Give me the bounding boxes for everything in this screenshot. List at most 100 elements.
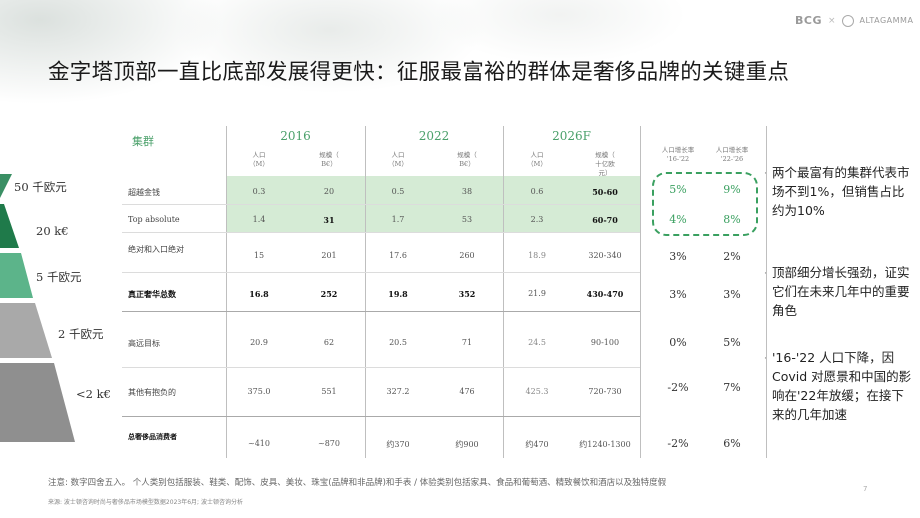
cell: 1.4 bbox=[252, 215, 266, 224]
growth-value: 4% bbox=[669, 213, 687, 226]
subheader-size: 规模（ B€） bbox=[319, 151, 339, 168]
growth-value: 3% bbox=[669, 250, 687, 263]
page-title: 金字塔顶部一直比底部发展得更快：征服最富裕的群体是奢侈品牌的关键重点 bbox=[48, 60, 790, 85]
source-note: 来源: 波士顿咨询时尚与奢侈品市场模型数据2023年6月; 波士顿咨询分析 bbox=[48, 499, 243, 506]
pyramid-label-5: <2 k€ bbox=[76, 387, 111, 401]
cell: 18.9 bbox=[528, 251, 546, 260]
subheader-pop: 人口 （M） bbox=[527, 151, 547, 168]
row-divider bbox=[122, 416, 640, 417]
cell: 375.0 bbox=[247, 387, 271, 396]
cell: 24.5 bbox=[528, 338, 546, 347]
divider bbox=[365, 126, 366, 458]
row-divider bbox=[122, 272, 640, 273]
row-label: 其他有抱负的 bbox=[128, 388, 176, 397]
footnote: 注意: 数字四舍五入。 个人类别包括服装、鞋类、配饰、皮具、美妆、珠宝(品牌和非… bbox=[48, 478, 667, 488]
cell: 19.8 bbox=[388, 289, 408, 299]
cell: 720-730 bbox=[588, 387, 622, 396]
divider bbox=[640, 126, 641, 458]
growth-value: 9% bbox=[723, 183, 741, 196]
row-divider bbox=[122, 311, 640, 312]
cell: ~410 bbox=[248, 439, 270, 448]
altagamma-logo: ALTAGAMMA bbox=[859, 16, 914, 25]
insight-text: 顶部细分增长强劲，证实它们在未来几年中的重要角色 bbox=[772, 265, 910, 318]
cell: 20 bbox=[323, 187, 335, 196]
cell: 20.9 bbox=[250, 338, 268, 347]
subheader-pop: 人口 （M） bbox=[388, 151, 408, 168]
bullet-icon: · bbox=[764, 354, 767, 364]
cell: 425.3 bbox=[525, 387, 549, 396]
pyramid-label-3: 5 千欧元 bbox=[36, 270, 82, 284]
cluster-header: 集群 bbox=[132, 135, 154, 148]
bullet-icon: · bbox=[764, 269, 767, 279]
altagamma-mark-icon bbox=[841, 14, 854, 27]
pyramid-tier-4 bbox=[0, 303, 52, 358]
cell: 60-70 bbox=[592, 215, 618, 225]
row-label: 绝对和入口绝对 bbox=[128, 245, 184, 254]
cell: 71 bbox=[461, 338, 473, 347]
divider bbox=[766, 126, 767, 458]
cell: 260 bbox=[459, 251, 475, 260]
subheader-growth: 人口增长率 '22-'26 bbox=[715, 146, 749, 163]
pyramid-tier-2 bbox=[0, 204, 19, 248]
subheader-growth: 人口增长率 '16-'22 bbox=[661, 146, 695, 163]
row-divider bbox=[122, 232, 640, 233]
insight-text: '16-'22 人口下降，因 Covid 对愿景和中国的影响在'22年放缓；在接… bbox=[772, 350, 912, 422]
cell: 50-60 bbox=[592, 187, 618, 197]
cell: 38 bbox=[461, 187, 473, 196]
cell: 0.5 bbox=[391, 187, 405, 196]
header-logos: BCG × ALTAGAMMA bbox=[795, 14, 913, 27]
cell: 约900 bbox=[455, 440, 479, 449]
logo-separator: × bbox=[828, 15, 836, 26]
cell: 约1240-1300 bbox=[579, 440, 631, 449]
year-header: 2016 bbox=[280, 129, 311, 143]
pyramid-tier-1 bbox=[0, 174, 12, 198]
cell: 62 bbox=[323, 338, 335, 347]
row-label: 真正奢华总数 bbox=[128, 289, 176, 299]
growth-value: 2% bbox=[723, 250, 741, 263]
cell: 320-340 bbox=[588, 251, 622, 260]
growth-value: 8% bbox=[723, 213, 741, 226]
cell: 430-470 bbox=[586, 289, 624, 299]
year-header: 2026F bbox=[552, 129, 591, 143]
subheader-size: 规模（ B€） bbox=[457, 151, 477, 168]
row-divider bbox=[122, 367, 640, 368]
growth-value: 6% bbox=[723, 437, 741, 450]
pyramid-label-1: 50 千欧元 bbox=[14, 180, 67, 194]
growth-value: 7% bbox=[723, 381, 741, 394]
cell: 1.7 bbox=[391, 215, 405, 224]
cell: 90-100 bbox=[590, 338, 620, 347]
page-number: 7 bbox=[863, 485, 868, 493]
insight-note: · '16-'22 人口下降，因 Covid 对愿景和中国的影响在'22年放缓；… bbox=[764, 348, 912, 424]
cell: 约370 bbox=[386, 440, 410, 449]
cell: 53 bbox=[461, 215, 473, 224]
pyramid-shapes bbox=[0, 174, 75, 442]
year-header: 2022 bbox=[418, 129, 450, 143]
cell: 21.9 bbox=[528, 289, 546, 298]
insight-note: · 顶部细分增长强劲，证实它们在未来几年中的重要角色 bbox=[764, 263, 912, 320]
cell: ~870 bbox=[318, 439, 340, 448]
pyramid-label-4: 2 千欧元 bbox=[58, 327, 104, 341]
cell: 20.5 bbox=[389, 338, 407, 347]
cell: 2.3 bbox=[530, 215, 544, 224]
row-divider bbox=[122, 204, 640, 205]
cell: 551 bbox=[321, 387, 337, 396]
divider bbox=[226, 126, 227, 458]
growth-value: -2% bbox=[667, 381, 689, 394]
row-label: 超越金钱 bbox=[128, 188, 160, 197]
subheader-pop: 人口 （M） bbox=[249, 151, 269, 168]
cell: 201 bbox=[321, 251, 337, 260]
growth-value: 3% bbox=[723, 288, 741, 301]
pyramid-label-2: 20 k€ bbox=[36, 224, 69, 238]
bullet-icon: · bbox=[764, 169, 767, 179]
cell: 0.6 bbox=[530, 187, 544, 196]
cell: 约470 bbox=[525, 440, 549, 449]
insight-text: 两个最富有的集群代表市场不到1%，但销售占比约为10% bbox=[772, 165, 910, 218]
cell: 17.6 bbox=[389, 251, 407, 260]
cell: 327.2 bbox=[386, 387, 410, 396]
growth-value: 5% bbox=[669, 183, 687, 196]
growth-value: 3% bbox=[669, 288, 687, 301]
growth-value: 0% bbox=[669, 336, 687, 349]
top-segments-highlight bbox=[652, 172, 758, 236]
row-label: 总奢侈品消费者 bbox=[128, 432, 177, 441]
row-label: 高远目标 bbox=[128, 339, 160, 348]
